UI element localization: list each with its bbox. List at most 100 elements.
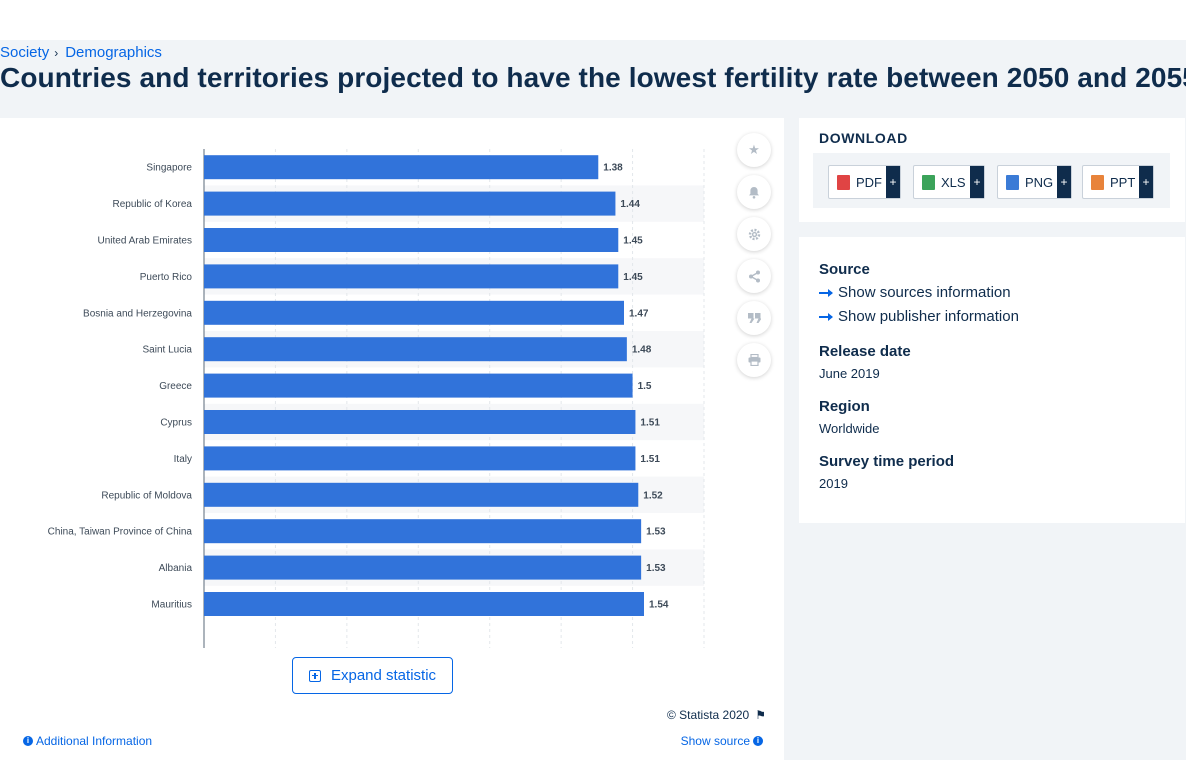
release-date-label: Release date [819, 343, 911, 360]
arrow-right-icon [819, 288, 833, 297]
quote-icon [747, 312, 761, 323]
chart-fade-overlay [200, 703, 710, 758]
info-icon: i [753, 736, 763, 746]
arrow-right-icon [819, 312, 833, 321]
bar [204, 373, 633, 398]
copyright-notice: © Statista 2020 ⚑ [667, 708, 766, 722]
bar [204, 446, 636, 471]
data-label: 1.51 [640, 418, 660, 429]
data-label: 1.44 [620, 199, 640, 210]
show-sources-label: Show sources information [838, 284, 1011, 301]
expand-icon [308, 669, 321, 682]
statistic-info-card: Source Show sources information Show pub… [799, 237, 1185, 523]
category-label: Republic of Korea [113, 199, 193, 210]
ppt-plus-icon[interactable]: + [1139, 166, 1153, 198]
share-button[interactable] [737, 259, 771, 293]
expand-statistic-button[interactable]: Expand statistic [292, 657, 453, 694]
png-file-icon [1006, 174, 1019, 190]
data-label: 1.51 [640, 454, 660, 465]
download-title: DOWNLOAD [819, 130, 908, 146]
pdf-plus-icon[interactable]: + [886, 166, 900, 198]
print-icon [748, 354, 760, 366]
bar [204, 482, 639, 507]
category-label: Singapore [146, 163, 192, 174]
flag-icon[interactable]: ⚑ [755, 708, 766, 722]
category-label: Mauritius [151, 600, 192, 611]
bar [204, 555, 642, 580]
additional-information-link[interactable]: i Additional Information [20, 734, 152, 748]
download-png-button[interactable]: PNG + [997, 165, 1072, 199]
show-sources-link[interactable]: Show sources information [819, 284, 1011, 301]
category-label: Bosnia and Herzegovina [83, 308, 192, 319]
data-label: 1.53 [646, 563, 666, 574]
show-source-link[interactable]: Show source i [681, 734, 766, 748]
download-pdf-label: PDF [856, 174, 882, 190]
gear-icon [748, 228, 760, 240]
category-label: Republic of Moldova [101, 490, 192, 501]
info-icon: i [23, 736, 33, 746]
show-publisher-label: Show publisher information [838, 308, 1019, 325]
pdf-file-icon [837, 174, 850, 190]
data-label: 1.53 [646, 527, 666, 538]
notification-button[interactable] [737, 175, 771, 209]
data-label: 1.45 [623, 236, 643, 247]
breadcrumb-society-link[interactable]: Society [0, 44, 50, 61]
expand-statistic-label: Expand statistic [330, 667, 437, 684]
bar [204, 264, 619, 289]
bar [204, 592, 644, 616]
xls-plus-icon[interactable]: + [970, 166, 984, 198]
xls-file-icon [922, 174, 935, 190]
cite-button[interactable] [737, 301, 771, 335]
region-label: Region [819, 398, 870, 415]
bar [204, 337, 627, 362]
chart-toolbar: ★ [737, 133, 773, 385]
print-button[interactable] [737, 343, 771, 377]
copyright-text: © Statista 2020 [667, 708, 750, 722]
download-ppt-label: PPT [1110, 174, 1136, 190]
bar [204, 155, 599, 180]
page-title: Countries and territories projected to h… [0, 62, 1186, 93]
bar [204, 410, 636, 434]
breadcrumb-separator: › [54, 45, 59, 60]
show-publisher-link[interactable]: Show publisher information [819, 308, 1019, 325]
data-label: 1.54 [649, 600, 669, 611]
favorite-button[interactable]: ★ [737, 133, 771, 167]
bell-icon [749, 186, 759, 199]
ppt-file-icon [1091, 174, 1104, 190]
download-card: DOWNLOAD PDF + XLS + PNG + PPT + [799, 118, 1185, 222]
category-label: Cyprus [160, 418, 192, 429]
bar [204, 228, 619, 252]
bar [204, 191, 616, 216]
data-label: 1.5 [638, 381, 652, 392]
settings-button[interactable] [737, 217, 771, 251]
additional-information-label: Additional Information [36, 734, 153, 748]
download-xls-button[interactable]: XLS + [913, 165, 985, 199]
star-icon: ★ [748, 142, 760, 157]
data-label: 1.52 [643, 490, 663, 501]
category-label: United Arab Emirates [98, 236, 193, 247]
data-label: 1.48 [632, 345, 652, 356]
category-label: China, Taiwan Province of China [48, 527, 193, 538]
data-label: 1.47 [629, 308, 649, 319]
category-label: Puerto Rico [140, 272, 193, 283]
png-plus-icon[interactable]: + [1057, 166, 1071, 198]
source-label: Source [819, 261, 870, 278]
breadcrumb: Society › Demographics [0, 44, 162, 61]
show-source-label: Show source [680, 734, 750, 748]
data-label: 1.45 [623, 272, 643, 283]
top-header-bar [0, 0, 1186, 40]
category-label: Albania [159, 563, 193, 574]
category-label: Italy [174, 454, 192, 465]
bar-chart: Singapore 1.38 Republic of Korea 1.44 United… [48, 149, 705, 648]
survey-period-value: 2019 [819, 476, 848, 491]
download-pdf-button[interactable]: PDF + [828, 165, 901, 199]
download-options: PDF + XLS + PNG + PPT + [813, 153, 1170, 208]
region-value: Worldwide [819, 421, 880, 436]
category-label: Greece [159, 381, 192, 392]
data-label: 1.38 [603, 163, 623, 174]
breadcrumb-demographics-link[interactable]: Demographics [65, 44, 162, 61]
release-date-value: June 2019 [819, 366, 880, 381]
download-png-label: PNG [1025, 174, 1054, 190]
category-label: Saint Lucia [143, 345, 193, 356]
download-ppt-button[interactable]: PPT + [1082, 165, 1154, 199]
